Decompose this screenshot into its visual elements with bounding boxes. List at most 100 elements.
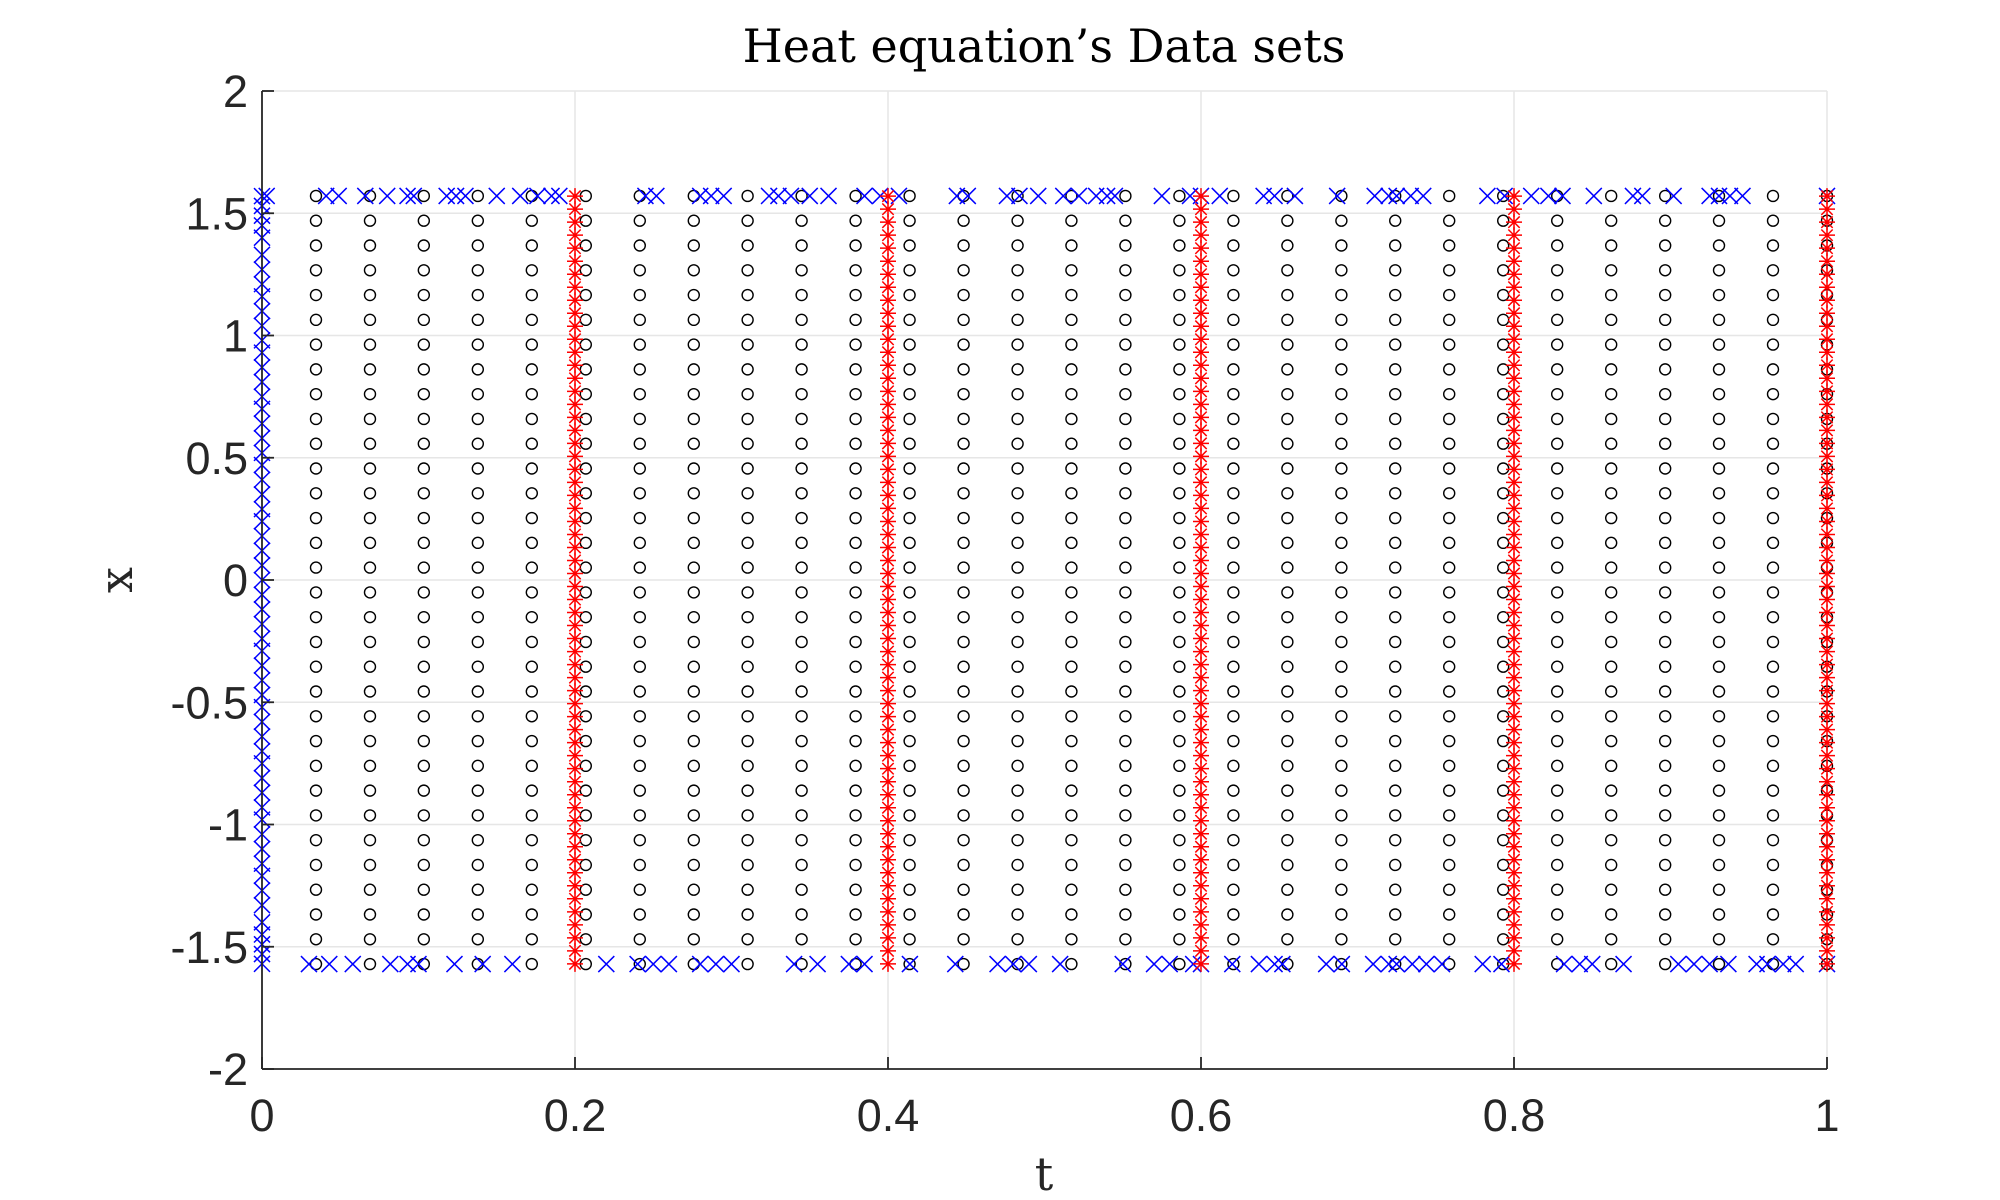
interior-point-marker [1389, 462, 1402, 475]
y-tick-label: -0.5 [170, 677, 248, 728]
observation-point-marker [1819, 942, 1835, 959]
observation-point-marker [1819, 799, 1835, 816]
interior-point-marker [957, 189, 970, 203]
boundary-point-marker [445, 955, 464, 973]
y-tick-label: -2 [208, 1044, 248, 1095]
boundary-point-marker [1114, 955, 1132, 973]
interior-point-marker [1281, 239, 1294, 252]
interior-point-marker [903, 759, 916, 773]
interior-point-marker [417, 189, 431, 203]
interior-point-marker [1497, 264, 1510, 277]
interior-point-marker [1443, 239, 1456, 252]
observation-point-marker [1193, 201, 1209, 218]
interior-point-marker [1065, 610, 1078, 624]
interior-point-marker [1658, 858, 1672, 872]
observation-point-marker [1193, 357, 1209, 374]
y-tick-label: 0.5 [185, 433, 248, 484]
interior-point-marker [1712, 487, 1726, 500]
interior-point-marker [633, 387, 646, 401]
observation-point-marker [1819, 682, 1835, 699]
interior-point-marker [741, 363, 754, 376]
interior-point-marker [957, 536, 970, 550]
interior-point-marker [1281, 685, 1294, 698]
observation-point-marker [1819, 656, 1835, 673]
interior-point-marker [1766, 189, 1780, 203]
interior-point-marker [903, 264, 916, 277]
observation-point-marker [567, 370, 583, 387]
interior-point-marker [1119, 487, 1132, 500]
observation-point-marker [1506, 526, 1522, 543]
interior-point-marker [1173, 288, 1186, 302]
interior-point-marker [1712, 363, 1726, 376]
interior-point-marker [1604, 214, 1618, 227]
interior-point-marker [1173, 957, 1186, 971]
interior-point-marker [363, 214, 377, 227]
interior-point-marker [687, 338, 700, 351]
interior-point-marker [1335, 635, 1348, 649]
interior-point-marker [579, 635, 592, 649]
interior-point-marker [957, 511, 970, 525]
interior-point-marker [633, 239, 646, 252]
interior-point-marker [633, 462, 646, 475]
interior-point-marker [525, 809, 539, 822]
interior-point-marker [525, 660, 539, 673]
interior-point-marker [1065, 933, 1078, 946]
observation-point-marker [880, 604, 896, 621]
observation-point-marker [567, 448, 583, 465]
observation-point-marker [1506, 591, 1522, 608]
interior-point-marker [1227, 363, 1240, 376]
observation-point-marker [880, 461, 896, 478]
observation-point-marker [1819, 292, 1835, 309]
interior-point-marker [417, 214, 431, 227]
observation-point-marker [880, 617, 896, 634]
observation-point-marker [1819, 617, 1835, 634]
interior-point-marker [1011, 462, 1024, 475]
interior-point-marker [1766, 586, 1780, 599]
interior-point-marker [1658, 561, 1672, 574]
interior-point-marker [471, 487, 485, 500]
boundary-point-marker [1496, 187, 1514, 205]
boundary-point-marker [1051, 955, 1069, 973]
interior-point-marker [471, 883, 485, 896]
interior-point-marker [1227, 784, 1240, 797]
interior-point-marker [1173, 908, 1186, 921]
interior-point-marker [957, 264, 970, 277]
interior-point-marker [1065, 833, 1078, 847]
boundary-point-marker [809, 955, 827, 973]
interior-point-marker [1281, 710, 1294, 723]
observation-point-marker [1193, 734, 1209, 751]
interior-point-marker [1011, 189, 1024, 203]
boundary-point-marker [317, 187, 335, 205]
interior-point-marker [309, 239, 323, 252]
interior-point-marker [1550, 561, 1564, 574]
interior-point-marker [1497, 313, 1510, 327]
interior-point-marker [633, 635, 646, 649]
boundary-point-marker [1522, 187, 1540, 205]
observation-point-marker [1506, 214, 1522, 231]
interior-point-marker [1227, 437, 1240, 450]
observation-point-marker [880, 448, 896, 465]
observation-point-marker [1506, 695, 1522, 712]
interior-point-marker [687, 536, 700, 550]
interior-point-marker [1712, 264, 1726, 277]
interior-point-marker [957, 239, 970, 252]
interior-point-marker [741, 610, 754, 624]
observation-point-marker [1506, 799, 1522, 816]
observation-point-marker [1506, 253, 1522, 270]
interior-point-marker [309, 511, 323, 525]
interior-point-marker [1335, 710, 1348, 723]
interior-point-marker [1173, 933, 1186, 946]
interior-point-marker [525, 610, 539, 624]
boundary-point-marker [1539, 187, 1557, 205]
interior-point-marker [633, 957, 646, 971]
observation-point-marker [1193, 604, 1209, 621]
observation-point-marker [880, 903, 896, 920]
interior-point-marker [633, 660, 646, 673]
interior-point-marker [687, 363, 700, 376]
interior-point-marker [741, 685, 754, 698]
boundary-point-marker [801, 187, 819, 205]
interior-point-marker [417, 264, 431, 277]
observation-point-marker [1506, 565, 1522, 582]
boundary-point-marker [1010, 187, 1028, 205]
interior-point-marker [1443, 734, 1456, 748]
